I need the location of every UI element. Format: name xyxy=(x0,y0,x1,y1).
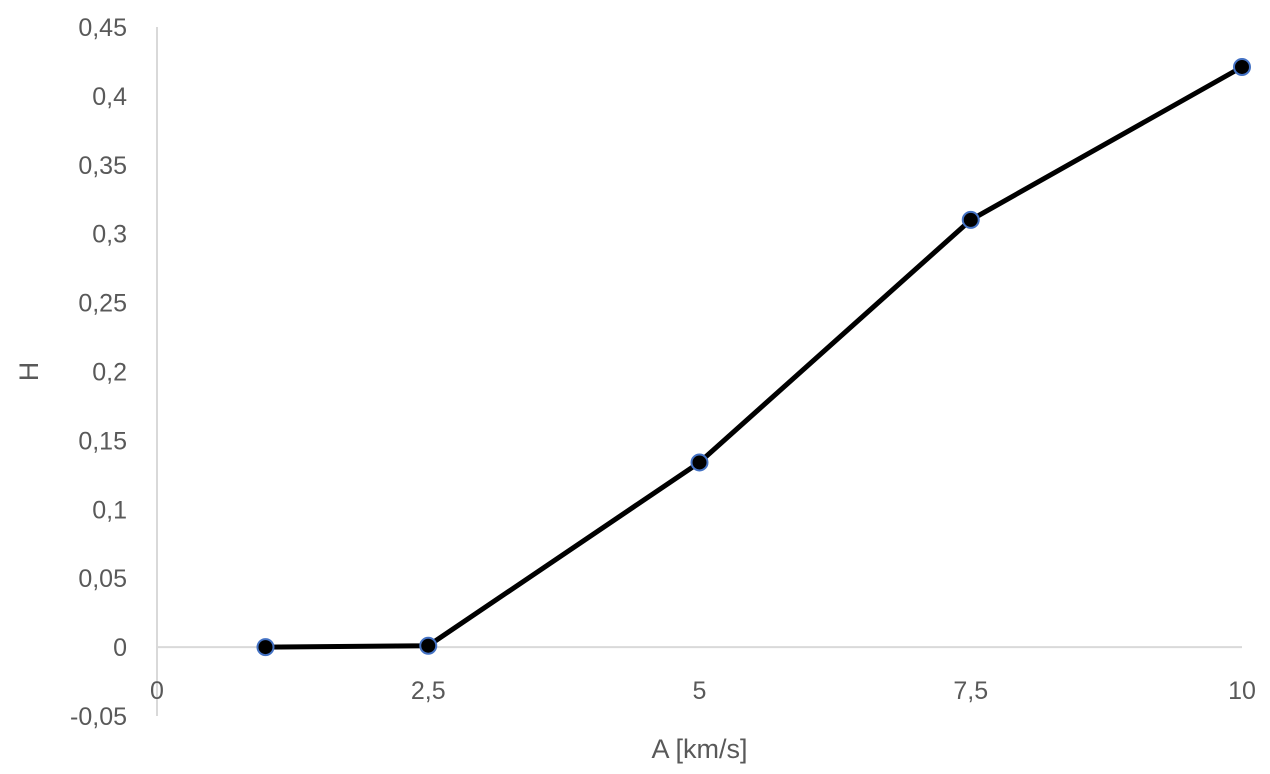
y-tick-label: 0,35 xyxy=(78,152,127,180)
y-tick-label: 0,05 xyxy=(78,565,127,593)
y-tick-label: 0,4 xyxy=(92,83,127,111)
y-tick-label: -0,05 xyxy=(70,703,127,731)
x-tick-label: 2,5 xyxy=(411,677,446,705)
data-point xyxy=(1233,57,1251,76)
axes xyxy=(156,27,1242,716)
x-tick-label: 10 xyxy=(1228,677,1256,705)
x-axis-title: A [km/s] xyxy=(651,734,747,764)
data-point xyxy=(419,636,438,655)
y-tick-label: 0,15 xyxy=(78,427,127,455)
data-point xyxy=(690,453,709,472)
x-tick-label: 7,5 xyxy=(953,677,988,705)
y-axis-title: H xyxy=(14,362,44,382)
data-point xyxy=(256,638,275,657)
data-point xyxy=(961,210,980,229)
series-layer xyxy=(256,57,1251,657)
y-tick-label: 0,45 xyxy=(78,14,127,42)
y-tick-label: 0 xyxy=(113,634,127,662)
y-tick-label: 0,25 xyxy=(78,290,127,318)
series-line xyxy=(263,64,1245,650)
x-tick-label: 5 xyxy=(693,677,707,705)
y-tick-label: 0,1 xyxy=(92,496,127,524)
y-tick-label: 0,3 xyxy=(92,221,127,249)
x-tick-labels: 0 2,5 5 7,5 10 xyxy=(150,677,1256,705)
y-tick-labels: -0,05 0 0,05 0,1 0,15 0,2 0,25 0,3 0,35 0,4 0,45 xyxy=(70,14,127,731)
x-tick-label: 0 xyxy=(150,677,164,705)
y-tick-label: 0,2 xyxy=(92,359,127,387)
